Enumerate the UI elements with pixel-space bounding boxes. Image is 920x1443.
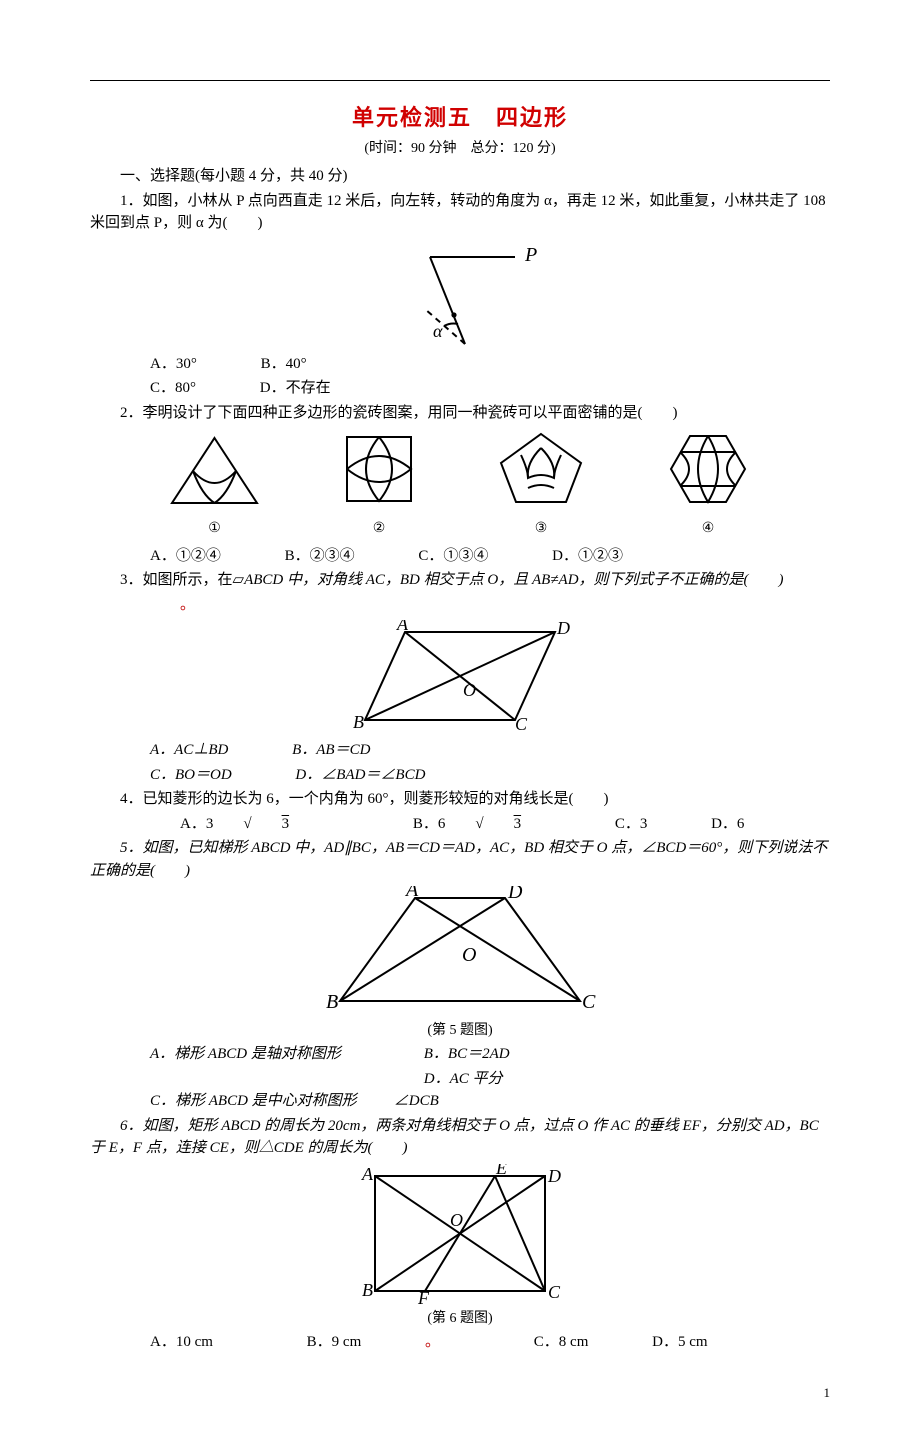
q6-text: 6．如图，矩形 ABCD 的周长为 20cm，两条对角线相交于 O 点，过点 O…: [90, 1115, 830, 1160]
svg-text:B: B: [362, 1280, 373, 1300]
q4-opt-a: A．3√3: [120, 813, 319, 836]
q2-fig-1: [167, 433, 262, 508]
svg-text:F: F: [417, 1288, 430, 1304]
q3-opt-c: C．BO＝OD: [120, 764, 232, 787]
page-subhead: (时间：90 分钟 总分：120 分): [90, 138, 830, 159]
q5-opt-a: A．梯形 ABCD 是轴对称图形: [120, 1043, 390, 1066]
svg-text:α: α: [433, 321, 443, 341]
svg-text:P: P: [524, 244, 537, 266]
svg-text:O: O: [450, 1210, 463, 1230]
parallelogram-icon: ▱: [233, 572, 245, 588]
q4-options: A．3√3 B．6√3 C．3 D．6: [90, 813, 830, 836]
q2-opt-a: A．①②④: [120, 545, 221, 568]
svg-text:E: E: [495, 1164, 507, 1178]
svg-text:A: A: [404, 886, 419, 901]
svg-text:D: D: [547, 1166, 561, 1186]
svg-text:A: A: [396, 620, 409, 634]
q5-opt-b: B．BC＝2AD: [394, 1043, 544, 1066]
q1-text: 1．如图，小林从 P 点向西直走 12 米后，向左转，转动的角度为 α，再走 1…: [90, 190, 830, 235]
q2-label-2: ②: [339, 518, 419, 539]
q4-text: 4．已知菱形的边长为 6，一个内角为 60°，则菱形较短的对角线长是( ): [90, 788, 830, 811]
q3-options-row1: A．AC⊥BD B．AB＝CD: [90, 739, 830, 762]
q1-opt-b: B．40°: [231, 353, 307, 376]
q2-figure-row: ① ② ③: [90, 430, 830, 539]
q6-opt-d: D．5 cm: [622, 1331, 707, 1354]
q3-text-end: 。: [90, 594, 830, 617]
q1-opt-d: D．不存在: [230, 377, 331, 400]
q5-caption: (第 5 题图): [90, 1020, 830, 1041]
svg-text:O: O: [462, 944, 476, 966]
q2-label-3: ③: [496, 518, 586, 539]
svg-text:C: C: [515, 714, 528, 734]
q6-opt-a: A．10 cm: [120, 1331, 213, 1354]
q2-opt-c: C．①③④: [388, 545, 488, 568]
q1-opt-c: C．80°: [120, 377, 196, 400]
q6-figure: A D B C E F O: [350, 1164, 570, 1304]
section-1-heading: 一、选择题(每小题 4 分，共 40 分): [90, 165, 830, 188]
q4-opt-d: D．6: [681, 813, 744, 836]
page-title: 单元检测五 四边形: [90, 101, 830, 134]
q5-options-row2: C．梯形 ABCD 是中心对称图形 D．AC 平分∠DCB: [90, 1068, 830, 1113]
q6-opt-c: C．8 cm: [504, 1331, 589, 1354]
q2-fig-3: [496, 430, 586, 508]
q2-label-1: ①: [167, 518, 262, 539]
svg-text:B: B: [353, 712, 364, 732]
q2-opt-d: D．①②③: [522, 545, 623, 568]
q5-options-row1: A．梯形 ABCD 是轴对称图形 B．BC＝2AD: [90, 1043, 830, 1066]
svg-text:A: A: [361, 1164, 374, 1184]
top-rule: [90, 80, 830, 81]
q3-opt-b: B．AB＝CD: [262, 739, 370, 762]
q2-fig-2: [339, 433, 419, 508]
svg-text:C: C: [582, 991, 596, 1013]
q1-figure: P α: [365, 239, 555, 349]
q5-opt-d: D．AC 平分∠DCB: [394, 1068, 544, 1113]
svg-text:D: D: [507, 886, 523, 903]
q4-opt-b: B．6√3: [353, 813, 551, 836]
q6-caption: (第 6 题图): [90, 1308, 830, 1329]
q2-label-4: ④: [663, 518, 753, 539]
q5-opt-c: C．梯形 ABCD 是中心对称图形: [120, 1090, 390, 1113]
q1-options-row1: A．30° B．40°: [90, 353, 830, 376]
q6-options: A．10 cm B．9 cm 。 C．8 cm D．5 cm: [90, 1331, 830, 1354]
svg-text:O: O: [463, 680, 476, 700]
svg-text:B: B: [326, 991, 338, 1013]
q2-fig-4: [663, 430, 753, 508]
q5-figure: A D B C O: [320, 886, 600, 1016]
svg-text:D: D: [556, 620, 570, 638]
q2-options: A．①②④ B．②③④ C．①③④ D．①②③: [90, 545, 830, 568]
q4-opt-c: C．3: [585, 813, 648, 836]
q3-options-row2: C．BO＝OD D．∠BAD＝∠BCD: [90, 764, 830, 787]
q2-text: 2．李明设计了下面四种正多边形的瓷砖图案，用同一种瓷砖可以平面密铺的是( ): [90, 402, 830, 425]
q3-text: 3．如图所示，在▱ABCD 中，对角线 AC，BD 相交于点 O，且 AB≠AD…: [90, 569, 830, 592]
q3-figure: A D B C O: [345, 620, 575, 735]
q1-options-row2: C．80° D．不存在: [90, 377, 830, 400]
q3-opt-d: D．∠BAD＝∠BCD: [265, 764, 425, 787]
q3-opt-a: A．AC⊥BD: [120, 739, 228, 762]
page-number: 1: [90, 1383, 830, 1403]
q2-opt-b: B．②③④: [255, 545, 355, 568]
q1-opt-a: A．30°: [120, 353, 197, 376]
q6-opt-b: B．9 cm 。: [247, 1331, 470, 1354]
q5-text: 5．如图，已知梯形 ABCD 中，AD∥BC，AB＝CD＝AD，AC，BD 相交…: [90, 837, 830, 882]
svg-text:C: C: [548, 1282, 561, 1302]
